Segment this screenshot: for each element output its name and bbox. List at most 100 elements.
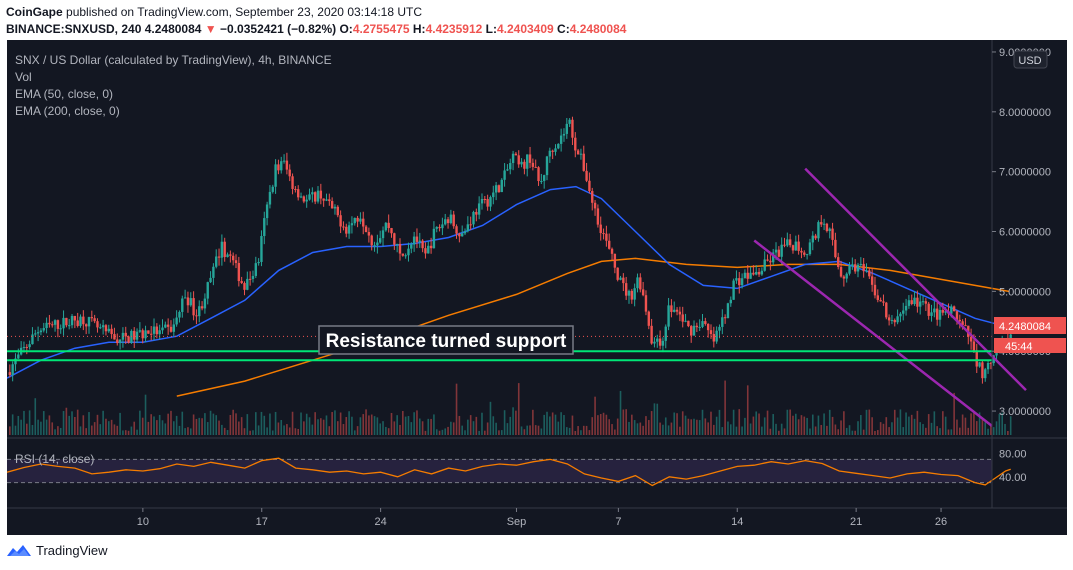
candle-body: [596, 208, 600, 225]
volume-bar: [860, 415, 862, 435]
volume-bar: [133, 421, 136, 435]
candle-body: [704, 321, 707, 324]
candle-body: [378, 238, 382, 243]
volume-bar: [416, 410, 418, 435]
volume-bar: [752, 416, 755, 435]
volume-bar: [594, 396, 596, 435]
candle-body: [526, 154, 529, 169]
candle-body: [158, 330, 161, 335]
volume-bar: [175, 415, 178, 435]
candle-body: [831, 228, 834, 240]
price-chart-svg[interactable]: 3.00000004.00000005.00000006.00000007.00…: [6, 40, 1067, 535]
candle-body: [220, 241, 224, 258]
volume-bar: [130, 426, 133, 435]
volume-bar: [591, 417, 594, 435]
candle-body: [964, 325, 967, 327]
candle-body: [599, 224, 602, 234]
volume-bar: [532, 409, 534, 435]
volume-bar: [334, 410, 336, 435]
volume-bar: [608, 419, 611, 435]
candle-body: [271, 186, 274, 192]
volume-bar: [113, 424, 116, 435]
candle-body: [342, 226, 345, 228]
volume-bar: [642, 425, 644, 435]
candle-body: [246, 278, 249, 290]
volume-bar: [492, 416, 495, 435]
candle-body: [152, 326, 156, 334]
candle-body: [876, 295, 879, 300]
candle-body: [678, 311, 682, 315]
candle-body: [458, 233, 461, 237]
candle-body: [161, 327, 164, 331]
candle-body: [444, 219, 447, 225]
candle-body: [147, 330, 150, 334]
candle-body: [774, 249, 778, 253]
volume-bar: [611, 424, 613, 435]
price-tick-label: 7.0000000: [999, 167, 1051, 179]
candle-body: [814, 235, 817, 239]
volume-bar: [732, 409, 735, 435]
volume-bar: [218, 420, 220, 435]
candle-body: [701, 321, 704, 327]
annotation-text: Resistance turned support: [326, 331, 567, 352]
volume-bar: [681, 411, 684, 435]
volume-bar: [283, 425, 285, 435]
candle-body: [336, 206, 339, 216]
candle-body: [251, 275, 255, 279]
candle-body: [277, 164, 280, 171]
candle-body: [534, 166, 537, 168]
volume-bar: [263, 415, 266, 435]
volume-bar: [970, 413, 972, 435]
volume-bar: [704, 418, 707, 435]
volume-bar: [291, 411, 294, 435]
volume-bar: [9, 426, 11, 435]
candle-body: [404, 255, 407, 257]
volume-bar: [51, 422, 54, 435]
candle-body: [661, 340, 665, 346]
volume-bar: [430, 418, 432, 435]
volume-bar: [512, 407, 514, 435]
volume-bar: [93, 422, 96, 435]
candle-body: [8, 372, 12, 376]
candle-body: [480, 198, 484, 204]
chart-area[interactable]: 3.00000004.00000005.00000006.00000007.00…: [6, 40, 1067, 535]
candle-body: [766, 259, 769, 261]
volume-bar: [475, 416, 478, 435]
legend-ema200: EMA (200, close, 0): [15, 104, 120, 118]
candle-body: [755, 271, 758, 275]
candle-body: [469, 224, 472, 226]
candle-body: [825, 223, 829, 232]
currency-badge[interactable]: [1013, 50, 1048, 69]
volume-bar: [365, 409, 367, 435]
volume-bar: [139, 410, 141, 435]
candle-body: [916, 297, 919, 307]
currency-badge-label[interactable]: USD: [1018, 55, 1041, 67]
volume-bar: [317, 419, 319, 435]
volume-bar: [444, 428, 447, 435]
volume-bar: [399, 424, 401, 435]
candle-body: [873, 284, 877, 296]
volume-bar: [715, 416, 718, 435]
footer[interactable]: TradingView: [6, 542, 108, 558]
candle-body: [955, 311, 959, 320]
volume-bar: [707, 422, 709, 435]
candle-body: [59, 328, 62, 330]
candle-body: [56, 320, 60, 329]
volume-bar: [761, 426, 763, 435]
volume-bar: [778, 430, 780, 435]
volume-bar: [843, 411, 845, 435]
volume-bar: [385, 426, 387, 435]
candle-body: [817, 222, 820, 239]
annotation-box: [318, 325, 574, 355]
candle-body: [62, 317, 65, 329]
volume-bar: [650, 411, 653, 435]
volume-bar: [520, 426, 523, 435]
volume-bar: [800, 415, 803, 435]
volume-bar: [568, 427, 571, 435]
volume-bar: [831, 416, 834, 435]
candle-body: [924, 301, 928, 304]
volume-bar: [362, 414, 365, 435]
volume-bar: [792, 415, 794, 435]
candle-body: [113, 334, 116, 340]
volume-bar: [676, 413, 678, 435]
